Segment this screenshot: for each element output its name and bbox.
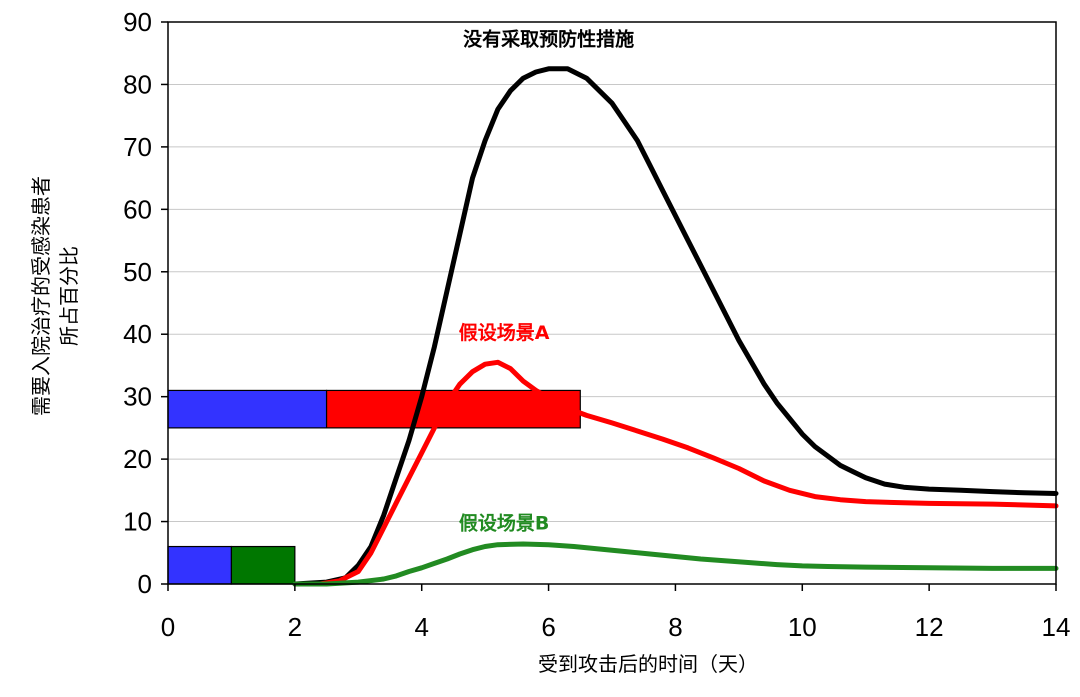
series-annotation-2: 假设场景A — [459, 321, 550, 344]
y-axis-title-line-2: 所占百分比 — [57, 246, 81, 346]
x-tick-label-4: 4 — [414, 612, 428, 642]
series-line-2 — [317, 359, 1059, 587]
gridlines — [168, 21, 1056, 523]
series-lines — [292, 66, 1059, 587]
y-tick-label-30: 30 — [123, 382, 152, 412]
x-tick-label-10: 10 — [788, 612, 817, 642]
y-tick-label-70: 70 — [123, 132, 152, 162]
y-axis-title-line-1: 需要入院治疗的受感染患者 — [29, 176, 53, 416]
series-line-3 — [292, 541, 1059, 587]
x-tick-label-6: 6 — [541, 612, 555, 642]
x-tick-label-0: 0 — [161, 612, 175, 642]
timeline-bar-2-segment-1 — [167, 545, 233, 585]
y-tick-label-90: 90 — [123, 7, 152, 37]
timeline-bar-2-segment-2 — [230, 545, 296, 585]
x-axis-title: 受到攻击后的时间（天） — [538, 652, 758, 676]
x-tick-label-14: 14 — [1042, 612, 1071, 642]
timeline-bar-1-segment-1 — [167, 389, 328, 429]
y-tick-label-0: 0 — [138, 569, 152, 599]
x-tick-label-8: 8 — [668, 612, 682, 642]
plot-area-frame — [167, 21, 1057, 585]
timeline-bars — [167, 389, 581, 585]
x-tick-label-12: 12 — [915, 612, 944, 642]
series-annotation-1: 没有采取预防性措施 — [463, 28, 634, 51]
y-tick-label-10: 10 — [123, 507, 152, 537]
axis-ticks: 0 10 20 30 40 50 60 70 80 90 0 2 4 6 8 10 12 14 — [123, 7, 1070, 642]
y-tick-label-50: 50 — [123, 257, 152, 287]
y-tick-label-80: 80 — [123, 69, 152, 99]
series-annotation-3: 假设场景B — [459, 512, 549, 535]
y-tick-label-40: 40 — [123, 319, 152, 349]
x-tick-label-2: 2 — [288, 612, 302, 642]
y-tick-label-60: 60 — [123, 194, 152, 224]
series-line-1 — [292, 66, 1059, 587]
y-axis-title: 需要入院治疗的受感染患者 所占百分比 — [29, 176, 81, 416]
y-tick-label-20: 20 — [123, 444, 152, 474]
